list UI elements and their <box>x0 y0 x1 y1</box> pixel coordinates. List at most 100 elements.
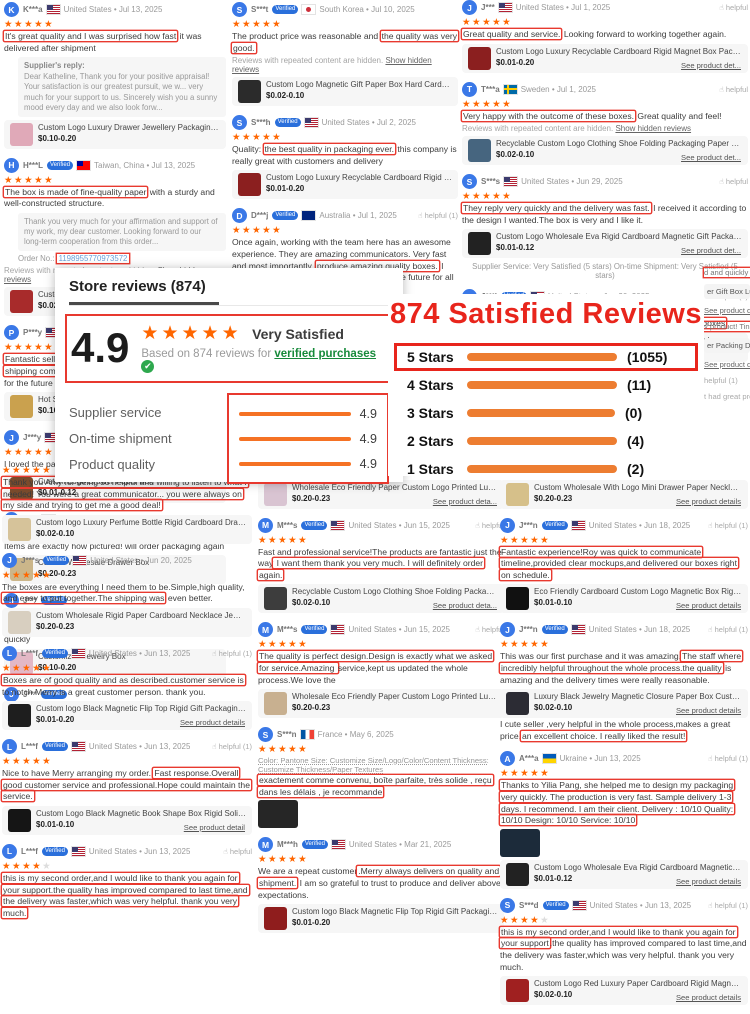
helpful-button[interactable]: ☝ helpful (1) <box>707 520 748 530</box>
product-row[interactable]: Custom Logo Wholesale Eva Rigid Cardboar… <box>462 229 748 259</box>
product-row[interactable]: Custom Logo Luxury Drawer Jewellery Pack… <box>4 119 226 149</box>
us-flag-icon <box>303 117 319 129</box>
helpful-button[interactable]: ☝ helpful (1) <box>707 900 748 910</box>
product-fragment: er Gift Box Luxu <box>704 284 750 299</box>
reviewer-name: J***s <box>21 555 40 565</box>
star-icon: ★ <box>12 860 23 872</box>
see-product-details-link[interactable]: See product deta... <box>432 601 497 611</box>
see-product-details-link[interactable]: See product details <box>675 706 741 716</box>
product-row[interactable]: Recyclable Custom Logo Clothing Shoe Fol… <box>258 584 504 614</box>
verified-badge-icon: Verified <box>41 846 68 856</box>
see-product-details-link[interactable]: See product details <box>675 601 741 611</box>
product-row[interactable]: Wholesale Eco Friendly Paper Custom Logo… <box>258 479 504 509</box>
see-product-details-link[interactable]: See product details <box>675 993 741 1003</box>
review-text: The product price was reasonable and the… <box>232 31 458 54</box>
review-meta: Australia • Jul 1, 2025 <box>319 211 397 221</box>
see-product-details-link[interactable]: See product det... <box>681 60 741 70</box>
review-meta: Ukraine • Jun 13, 2025 <box>559 754 641 764</box>
helpful-button[interactable]: ☝ helpful (1) <box>211 648 252 658</box>
product-info: Recyclable Custom Logo Clothing Shoe Fol… <box>292 587 498 607</box>
active-tab-underline <box>69 302 219 305</box>
show-hidden-reviews-link[interactable]: Show hidden reviews <box>615 124 692 134</box>
product-row[interactable]: Custom Logo Luxury Recyclable Cardboard … <box>462 43 748 73</box>
see-product-details-link[interactable]: See product det... <box>681 153 741 163</box>
product-row[interactable]: Wholesale Eco Friendly Paper Custom Logo… <box>258 689 504 719</box>
product-row[interactable]: Custom Wholesale With Logo Mini Drawer P… <box>500 479 748 509</box>
product-row[interactable]: Custom Logo Wholesale Eva Rigid Cardboar… <box>500 859 748 889</box>
star-icon: ★ <box>232 19 243 30</box>
us-flag-icon <box>72 554 88 566</box>
see-product-details-link[interactable]: See product detail <box>183 822 245 832</box>
product-row[interactable]: Custom Logo Magnetic Gift Paper Box Hard… <box>232 77 458 107</box>
helpful-button[interactable]: ☝ helpful (1) <box>211 742 252 752</box>
product-row[interactable]: Eco Friendly Cardboard Custom Logo Magne… <box>500 584 748 614</box>
reviewer-name: M***s <box>277 520 298 530</box>
helpful-button[interactable]: ☝ helpful <box>223 846 252 856</box>
star-icon: ★ <box>4 174 15 186</box>
product-row[interactable]: Custom Logo Black Magnetic Book Shape Bo… <box>2 805 252 835</box>
review-meta: United States • Jun 18, 2025 <box>588 520 691 530</box>
star-icon: ★ <box>278 639 289 651</box>
see-product-details-link[interactable]: See product details <box>179 718 245 728</box>
see-product-details-link[interactable]: See product details <box>704 306 750 315</box>
review-header: S S***d Verified United States • Jun 13, 20… <box>500 897 748 913</box>
star-rating: ★★★★★ <box>258 854 504 865</box>
text-segment: it was delivered after shipment <box>4 31 202 53</box>
reviewer-name: S***t <box>251 5 269 14</box>
star-icon: ★ <box>540 534 551 546</box>
product-row[interactable]: Custom Wholesale Drawer Box $0.20-0.23 <box>4 555 226 585</box>
see-product-details-link[interactable]: See product deta... <box>432 496 497 506</box>
star-rating: ★★★★★ <box>2 861 252 872</box>
helpful-button[interactable]: ☝ helpful <box>475 520 504 530</box>
product-row[interactable]: Customized Jewelry Box$0.10-0.20 <box>4 648 226 678</box>
product-row[interactable]: Luxury Black Jewelry Magnetic Closure Pa… <box>500 689 748 719</box>
helpful-button[interactable]: ☝ helpful (1) <box>417 211 458 221</box>
star-icon: ★ <box>24 19 35 30</box>
product-thumbnail <box>8 808 31 832</box>
product-row[interactable]: Custom logo Black Magnetic Flip Top Rigi… <box>258 904 504 934</box>
star-icon: ★ <box>472 98 483 110</box>
see-product-details-link[interactable]: See product det... <box>681 246 741 256</box>
helpful-button[interactable]: ☝ helpful <box>475 625 504 635</box>
see-product-details-link[interactable]: See product details <box>675 496 741 506</box>
reviewer-name: P***y <box>23 328 43 338</box>
review-text: Quality: the best quality in packaging e… <box>232 144 458 167</box>
flag-detail <box>46 328 53 334</box>
product-row[interactable]: Custom logo Luxury Perfume Bottle Rigid … <box>2 514 252 544</box>
review-extra-text: I cute seller ,very helpful in the whole… <box>500 719 748 742</box>
verified-purchases-link[interactable]: verified purchases <box>274 348 377 360</box>
review-text: Fast and professional service!The produc… <box>258 547 504 582</box>
helpful-button[interactable]: ☝ helpful <box>719 84 748 94</box>
see-product-details-link[interactable]: See product details <box>704 360 750 369</box>
helpful-button[interactable]: ☝ helpful (1) <box>707 625 748 635</box>
star-icon: ★ <box>161 323 182 344</box>
helpful-button[interactable]: ☝ helpful (1) <box>707 754 748 764</box>
helpful-button[interactable]: ☝ helpful <box>719 3 748 12</box>
star-icon: ★ <box>520 914 531 926</box>
chart-row-count: (1055) <box>627 349 668 365</box>
star-icon: ★ <box>288 534 299 546</box>
product-price: $0.01-0.12 <box>496 243 535 253</box>
highlighted-text: They reply very quickly and the delivery… <box>463 203 650 214</box>
product-info: Custom logo Black Magnetic Flip Top Rigi… <box>36 704 246 724</box>
product-price: $0.01-0.12 <box>38 487 77 497</box>
product-row[interactable]: Custom Logo Luxury Recyclable Cardboard … <box>232 170 458 200</box>
review-card: M M***s Verified United States • Jun 15, 20… <box>258 622 504 719</box>
product-row[interactable]: Custom logo Black Magnetic Flip Top Rigi… <box>2 701 252 731</box>
chart-row-label: 3 Stars <box>407 405 454 421</box>
star-icon: ★ <box>42 465 53 476</box>
metric-label-0: Supplier service <box>69 404 162 420</box>
chart-row-label: 1 Stars <box>407 461 454 477</box>
product-row[interactable]: Custom Logo Red Luxury Paper Cardboard R… <box>500 976 748 1006</box>
helpful-button[interactable]: ☝ helpful <box>719 177 748 187</box>
star-icon: ★ <box>530 534 541 546</box>
see-product-details-link[interactable]: See product details <box>675 876 741 886</box>
star-icon: ★ <box>14 342 25 354</box>
star-icon: ★ <box>500 768 511 780</box>
review-column-bottom-right: knowledge.Custom Wholesale With Logo Min… <box>500 464 748 1014</box>
product-row[interactable]: Custom Wholesale Rigid Paper Cardboard N… <box>2 607 252 637</box>
product-row[interactable]: Recyclable Custom Logo Clothing Shoe Fol… <box>462 136 748 166</box>
show-hidden-reviews-link[interactable]: Show hidden reviews <box>232 56 432 75</box>
star-icon: ★ <box>4 342 15 354</box>
product-thumbnail <box>10 290 33 314</box>
